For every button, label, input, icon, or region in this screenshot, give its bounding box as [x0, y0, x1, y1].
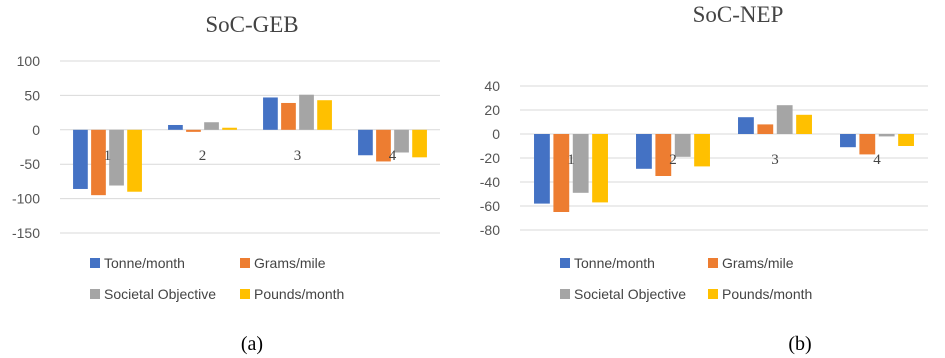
legend-swatch [708, 258, 718, 268]
bar [878, 134, 895, 137]
bar [859, 134, 876, 155]
legend-label: Pounds/month [722, 286, 812, 302]
bar [186, 129, 201, 132]
chart-title: SoC-NEP [693, 2, 784, 27]
legend-swatch [90, 258, 100, 268]
legend-label: Tonne/month [104, 255, 185, 271]
x-category-label: 1 [104, 148, 112, 164]
bar [572, 134, 589, 193]
bar [592, 134, 608, 203]
bar [757, 124, 774, 134]
legend-swatch [560, 289, 570, 299]
legend-swatch [560, 258, 570, 268]
bar [776, 105, 793, 134]
figure-caption: (a) [241, 333, 263, 355]
legend-label: Grams/mile [254, 255, 326, 271]
y-tick-label: 50 [24, 87, 40, 103]
y-tick-label: -150 [12, 225, 40, 241]
y-tick-label: -40 [480, 174, 500, 190]
legend-swatch [90, 289, 100, 299]
x-category-label: 3 [771, 152, 779, 168]
y-tick-label: 0 [32, 122, 40, 138]
bar [694, 134, 710, 167]
bar [394, 129, 409, 153]
y-tick-label: -80 [480, 222, 500, 238]
legend-label: Societal Objective [574, 286, 686, 302]
y-tick-label: 0 [492, 126, 500, 142]
legend-label: Tonne/month [574, 255, 655, 271]
bar [299, 94, 314, 130]
chart-1: SoC-NEP -80 -60 -40 -20 0 20 40 1 2 3 4 Tonne/month G… [480, 2, 928, 355]
bar [738, 117, 754, 134]
bar [168, 124, 183, 130]
legend-swatch [708, 289, 718, 299]
x-category-label: 2 [199, 148, 207, 164]
bar [412, 129, 427, 158]
bar [222, 127, 237, 130]
bar [376, 129, 391, 162]
y-tick-label: -20 [480, 150, 500, 166]
legend-label: Societal Objective [104, 286, 216, 302]
bar [358, 129, 373, 156]
bar [317, 100, 332, 130]
legend-label: Grams/mile [722, 255, 794, 271]
x-category-label: 2 [669, 152, 677, 168]
y-tick-label: 20 [484, 102, 500, 118]
bar [636, 134, 652, 169]
chart-0: SoC-GEB -150 -100 -50 0 50 100 1 2 3 4 Tonne/month G… [12, 12, 440, 355]
bar [109, 129, 124, 186]
bar [204, 122, 219, 130]
x-category-label: 4 [873, 152, 881, 168]
bar [73, 129, 88, 189]
bar [91, 129, 106, 196]
bar [263, 97, 278, 130]
legend-label: Pounds/month [254, 286, 344, 302]
legend-swatch [240, 258, 250, 268]
chart-title: SoC-GEB [205, 12, 298, 37]
bar [840, 134, 856, 148]
bar [534, 134, 550, 204]
bar [655, 134, 672, 176]
y-tick-label: -100 [12, 191, 40, 207]
x-category-label: 3 [294, 148, 302, 164]
bar [127, 129, 142, 192]
legend-swatch [240, 289, 250, 299]
y-tick-label: -60 [480, 198, 500, 214]
bar [898, 134, 914, 146]
bar [796, 114, 812, 134]
figure-caption: (b) [788, 333, 811, 355]
x-category-label: 1 [567, 152, 575, 168]
y-tick-label: 100 [17, 53, 41, 69]
y-tick-label: -50 [20, 156, 40, 172]
y-tick-label: 40 [484, 78, 500, 94]
bar [674, 134, 691, 157]
x-category-label: 4 [389, 148, 397, 164]
bar [553, 134, 570, 212]
bar [281, 102, 296, 130]
